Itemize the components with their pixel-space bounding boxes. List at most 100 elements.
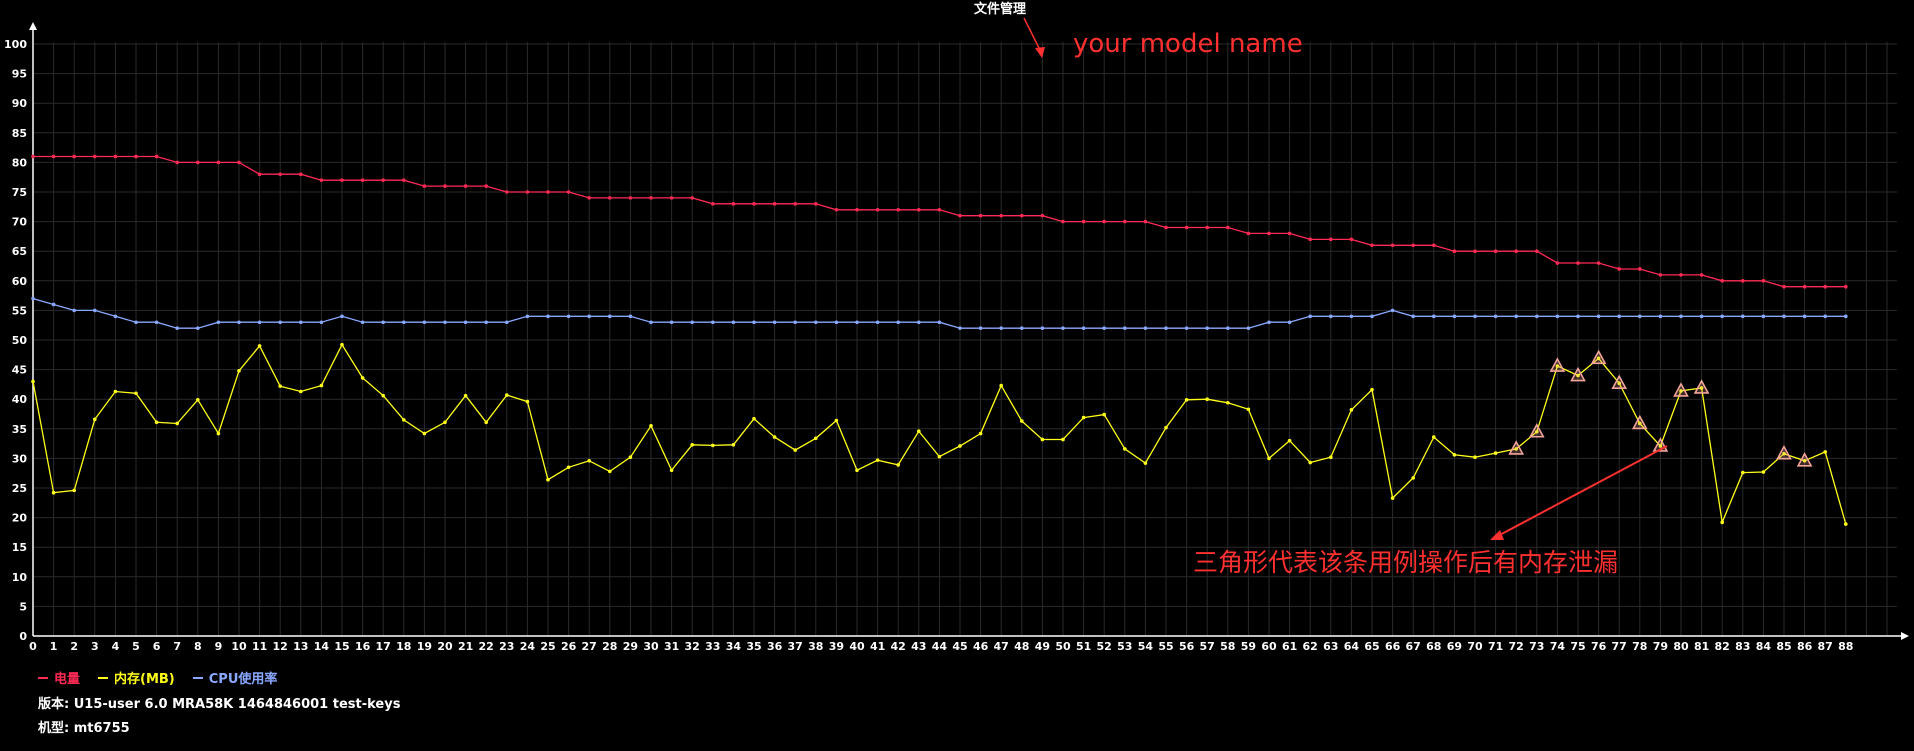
data-point-battery[interactable] — [299, 172, 303, 177]
data-point-cpu[interactable] — [1143, 326, 1148, 330]
data-point-battery[interactable] — [1658, 273, 1663, 277]
data-point-cpu[interactable] — [1617, 314, 1621, 319]
data-point-cpu[interactable] — [896, 320, 900, 325]
data-point-battery[interactable] — [690, 196, 694, 200]
data-point-cpu[interactable] — [1596, 314, 1601, 319]
data-point-battery[interactable] — [752, 202, 756, 206]
data-point-battery[interactable] — [649, 196, 653, 200]
data-point-memory[interactable] — [1390, 496, 1395, 500]
data-point-cpu[interactable] — [113, 314, 118, 319]
data-point-battery[interactable] — [93, 154, 97, 159]
data-point-battery[interactable] — [1823, 284, 1827, 289]
data-point-memory[interactable] — [711, 443, 715, 448]
data-point-battery[interactable] — [1040, 213, 1045, 218]
data-point-battery[interactable] — [772, 202, 777, 206]
data-point-cpu[interactable] — [278, 320, 283, 325]
data-point-memory[interactable] — [628, 455, 633, 460]
data-point-battery[interactable] — [855, 207, 859, 212]
data-point-cpu[interactable] — [257, 320, 262, 325]
data-point-battery[interactable] — [1802, 284, 1807, 289]
data-point-cpu[interactable] — [1267, 320, 1271, 325]
data-point-memory[interactable] — [1493, 451, 1498, 455]
data-point-cpu[interactable] — [752, 320, 756, 325]
legend-item-battery[interactable]: 电量 — [38, 668, 80, 687]
data-point-battery[interactable] — [1514, 249, 1518, 253]
data-point-memory[interactable] — [772, 435, 777, 439]
data-point-battery[interactable] — [216, 160, 221, 165]
data-point-memory[interactable] — [669, 468, 674, 473]
data-point-memory[interactable] — [546, 477, 550, 482]
data-point-battery[interactable] — [1061, 219, 1065, 224]
data-point-battery[interactable] — [1370, 243, 1374, 248]
data-point-battery[interactable] — [154, 154, 159, 159]
data-point-battery[interactable] — [422, 184, 427, 188]
data-point-cpu[interactable] — [1184, 326, 1189, 330]
data-point-memory[interactable] — [834, 418, 839, 423]
data-point-memory[interactable] — [999, 383, 1003, 388]
data-point-memory[interactable] — [1102, 412, 1106, 417]
data-point-battery[interactable] — [1720, 279, 1724, 283]
leak-triangle-marker[interactable] — [1693, 379, 1710, 394]
data-point-cpu[interactable] — [1432, 314, 1436, 319]
data-point-battery[interactable] — [711, 202, 715, 206]
data-point-battery[interactable] — [402, 178, 406, 182]
data-point-memory[interactable] — [1308, 460, 1312, 465]
data-point-cpu[interactable] — [587, 314, 591, 319]
data-point-cpu[interactable] — [1473, 314, 1477, 319]
data-point-memory[interactable] — [896, 463, 900, 467]
data-point-memory[interactable] — [690, 442, 694, 447]
data-point-memory[interactable] — [917, 429, 921, 433]
data-point-memory[interactable] — [505, 393, 509, 397]
data-point-battery[interactable] — [731, 202, 736, 206]
data-point-cpu[interactable] — [566, 314, 571, 319]
data-point-memory[interactable] — [1226, 400, 1230, 405]
data-point-memory[interactable] — [814, 436, 818, 441]
data-point-memory[interactable] — [422, 431, 427, 436]
data-point-memory[interactable] — [1370, 387, 1374, 392]
data-point-cpu[interactable] — [649, 320, 653, 325]
data-point-memory[interactable] — [1267, 456, 1271, 461]
leak-triangle-marker[interactable] — [1528, 423, 1545, 438]
data-point-battery[interactable] — [1432, 243, 1436, 248]
data-point-memory[interactable] — [278, 384, 283, 388]
data-point-battery[interactable] — [1081, 219, 1086, 224]
data-point-memory[interactable] — [299, 389, 303, 394]
data-point-cpu[interactable] — [1020, 326, 1024, 330]
data-point-memory[interactable] — [1782, 451, 1786, 456]
data-point-memory[interactable] — [1329, 455, 1333, 460]
data-point-battery[interactable] — [1287, 231, 1292, 236]
data-point-memory[interactable] — [937, 454, 942, 459]
data-point-memory[interactable] — [525, 399, 530, 404]
data-point-cpu[interactable] — [1390, 308, 1395, 313]
data-point-memory[interactable] — [1432, 435, 1436, 439]
data-point-cpu[interactable] — [690, 320, 694, 325]
data-point-battery[interactable] — [443, 184, 447, 188]
data-point-memory[interactable] — [1061, 437, 1065, 442]
data-point-memory[interactable] — [1741, 470, 1745, 475]
data-point-battery[interactable] — [875, 207, 880, 212]
data-point-battery[interactable] — [546, 190, 550, 194]
data-point-battery[interactable] — [937, 207, 942, 212]
data-point-memory[interactable] — [443, 420, 447, 425]
data-point-battery[interactable] — [1329, 237, 1333, 242]
data-point-memory[interactable] — [1020, 419, 1024, 423]
data-point-cpu[interactable] — [1844, 314, 1848, 319]
leak-triangle-marker[interactable] — [1796, 452, 1813, 467]
data-point-cpu[interactable] — [463, 320, 468, 325]
data-point-memory[interactable] — [463, 393, 468, 398]
leak-triangle-marker[interactable] — [1508, 440, 1525, 455]
data-point-cpu[interactable] — [772, 320, 777, 325]
data-point-memory[interactable] — [875, 458, 880, 462]
data-point-memory[interactable] — [731, 442, 736, 447]
data-point-memory[interactable] — [855, 468, 859, 473]
data-point-battery[interactable] — [525, 190, 530, 194]
data-point-cpu[interactable] — [1782, 314, 1786, 319]
data-point-cpu[interactable] — [237, 320, 241, 325]
data-point-memory[interactable] — [1143, 461, 1148, 465]
data-point-cpu[interactable] — [999, 326, 1003, 330]
data-point-battery[interactable] — [896, 207, 900, 212]
data-point-cpu[interactable] — [360, 320, 365, 325]
data-point-memory[interactable] — [1555, 364, 1560, 368]
data-point-battery[interactable] — [31, 154, 35, 159]
data-point-battery[interactable] — [1741, 279, 1745, 283]
